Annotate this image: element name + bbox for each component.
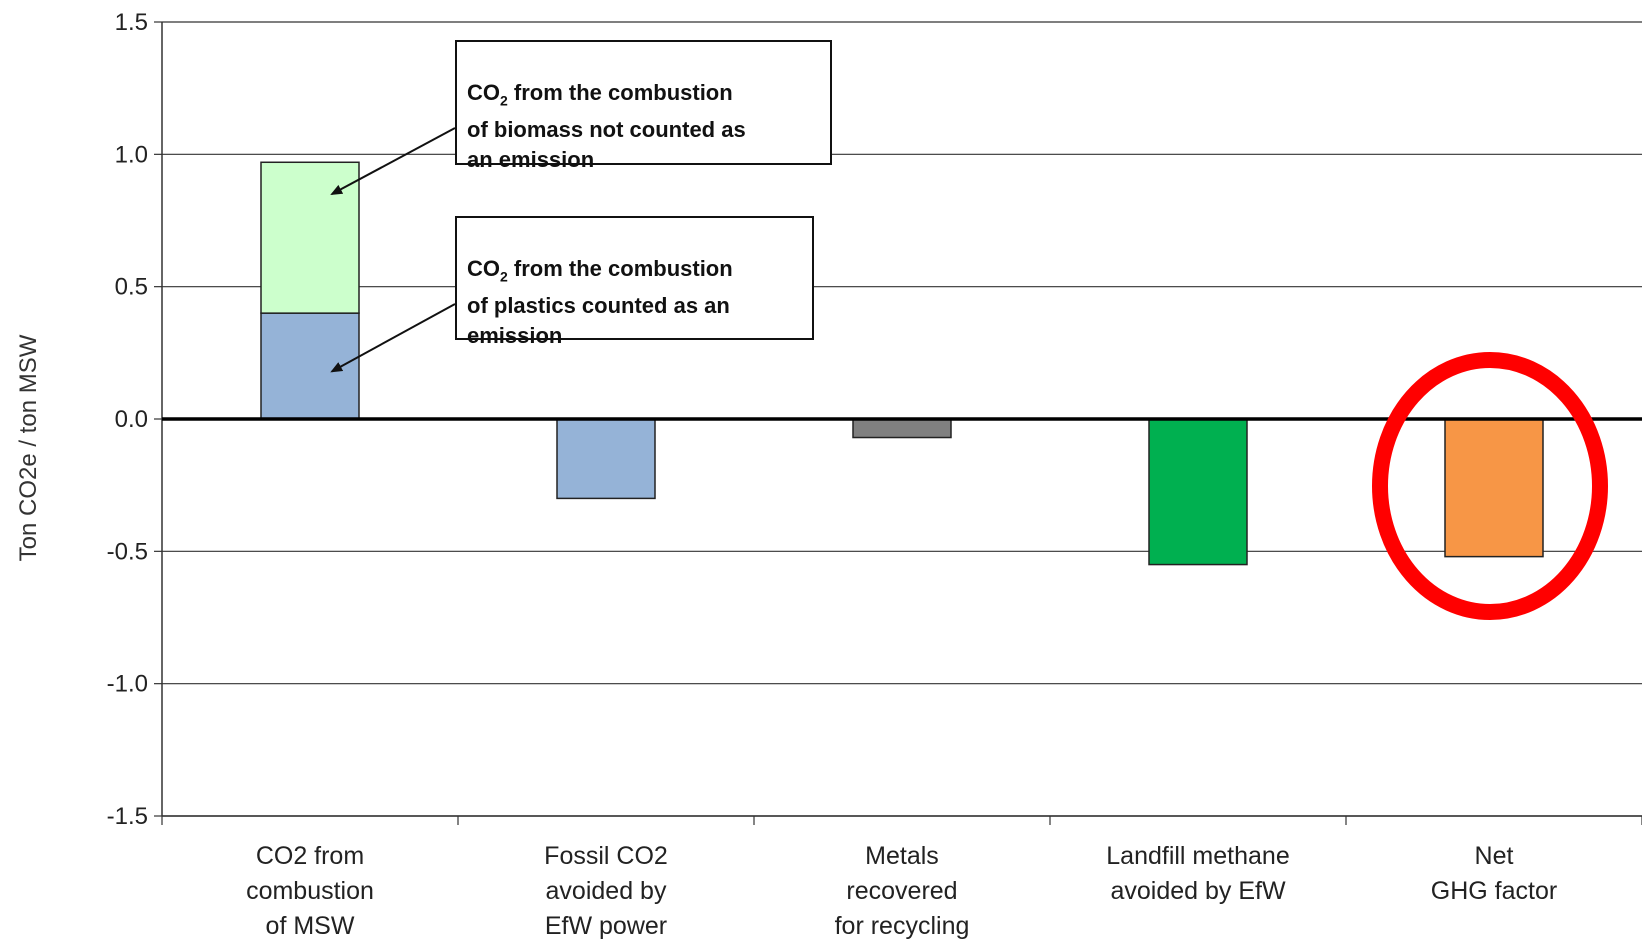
category-label-line: recovered bbox=[846, 877, 957, 905]
category-label-line: Fossil CO2 bbox=[544, 842, 668, 870]
callout-biomass-subscript: 2 bbox=[500, 92, 508, 109]
callout-plastics-subscript: 2 bbox=[500, 268, 508, 285]
category-label-line: for recycling bbox=[835, 912, 970, 940]
category-label-line: Landfill methane bbox=[1106, 842, 1289, 870]
callout-plastics-prefix: CO bbox=[467, 256, 500, 281]
callout-arrows bbox=[330, 127, 456, 373]
callout-arrow-plastics bbox=[330, 303, 456, 373]
callout-biomass-prefix: CO bbox=[467, 80, 500, 105]
bar-0-segment-0 bbox=[260, 312, 360, 420]
y-tick-label: -0.5 bbox=[107, 538, 148, 565]
category-label-line: GHG factor bbox=[1431, 877, 1557, 905]
bar-4-segment-0 bbox=[1444, 418, 1544, 558]
category-label-line: Metals bbox=[865, 842, 939, 870]
bar-2-segment-0 bbox=[852, 418, 952, 439]
category-label-line: Net bbox=[1475, 842, 1514, 870]
callout-plastics: CO2 from the combustion of plastics coun… bbox=[455, 216, 814, 348]
category-label-line: avoided by bbox=[546, 877, 667, 905]
y-axis-ticks: 1.5 1.0 0.5 0.0 -0.5 -1.0 -1.5 bbox=[107, 9, 148, 830]
category-label-line: combustion bbox=[246, 877, 374, 905]
bar-1-segment-0 bbox=[556, 418, 656, 500]
category-label-line: of MSW bbox=[266, 912, 355, 940]
callout-biomass-text: from the combustion of biomass not count… bbox=[467, 80, 746, 173]
y-tick-label: -1.5 bbox=[107, 803, 148, 830]
y-axis-label: Ton CO2e / ton MSW bbox=[15, 334, 42, 561]
bars bbox=[260, 161, 1544, 566]
x-axis-category-labels: CO2 from combustion of MSW Fossil CO2 avoide… bbox=[246, 842, 1557, 940]
callout-arrow-biomass bbox=[330, 127, 456, 195]
callout-biomass: CO2 from the combustion of biomass not c… bbox=[455, 40, 832, 172]
y-tick-label: 1.0 bbox=[115, 141, 148, 168]
category-label-line: avoided by EfW bbox=[1110, 877, 1285, 905]
category-label-line: EfW power bbox=[545, 912, 667, 940]
callout-plastics-text: from the combustion of plastics counted … bbox=[467, 256, 733, 349]
bar-3-segment-0 bbox=[1148, 418, 1248, 566]
y-tick-label: 0.0 bbox=[115, 406, 148, 433]
y-tick-label: -1.0 bbox=[107, 671, 148, 698]
y-tick-label: 0.5 bbox=[115, 274, 148, 301]
y-tick-label: 1.5 bbox=[115, 9, 148, 36]
bar-0-segment-1 bbox=[260, 161, 360, 314]
category-label-line: CO2 from bbox=[256, 842, 364, 870]
highlight-circle bbox=[1372, 352, 1608, 620]
